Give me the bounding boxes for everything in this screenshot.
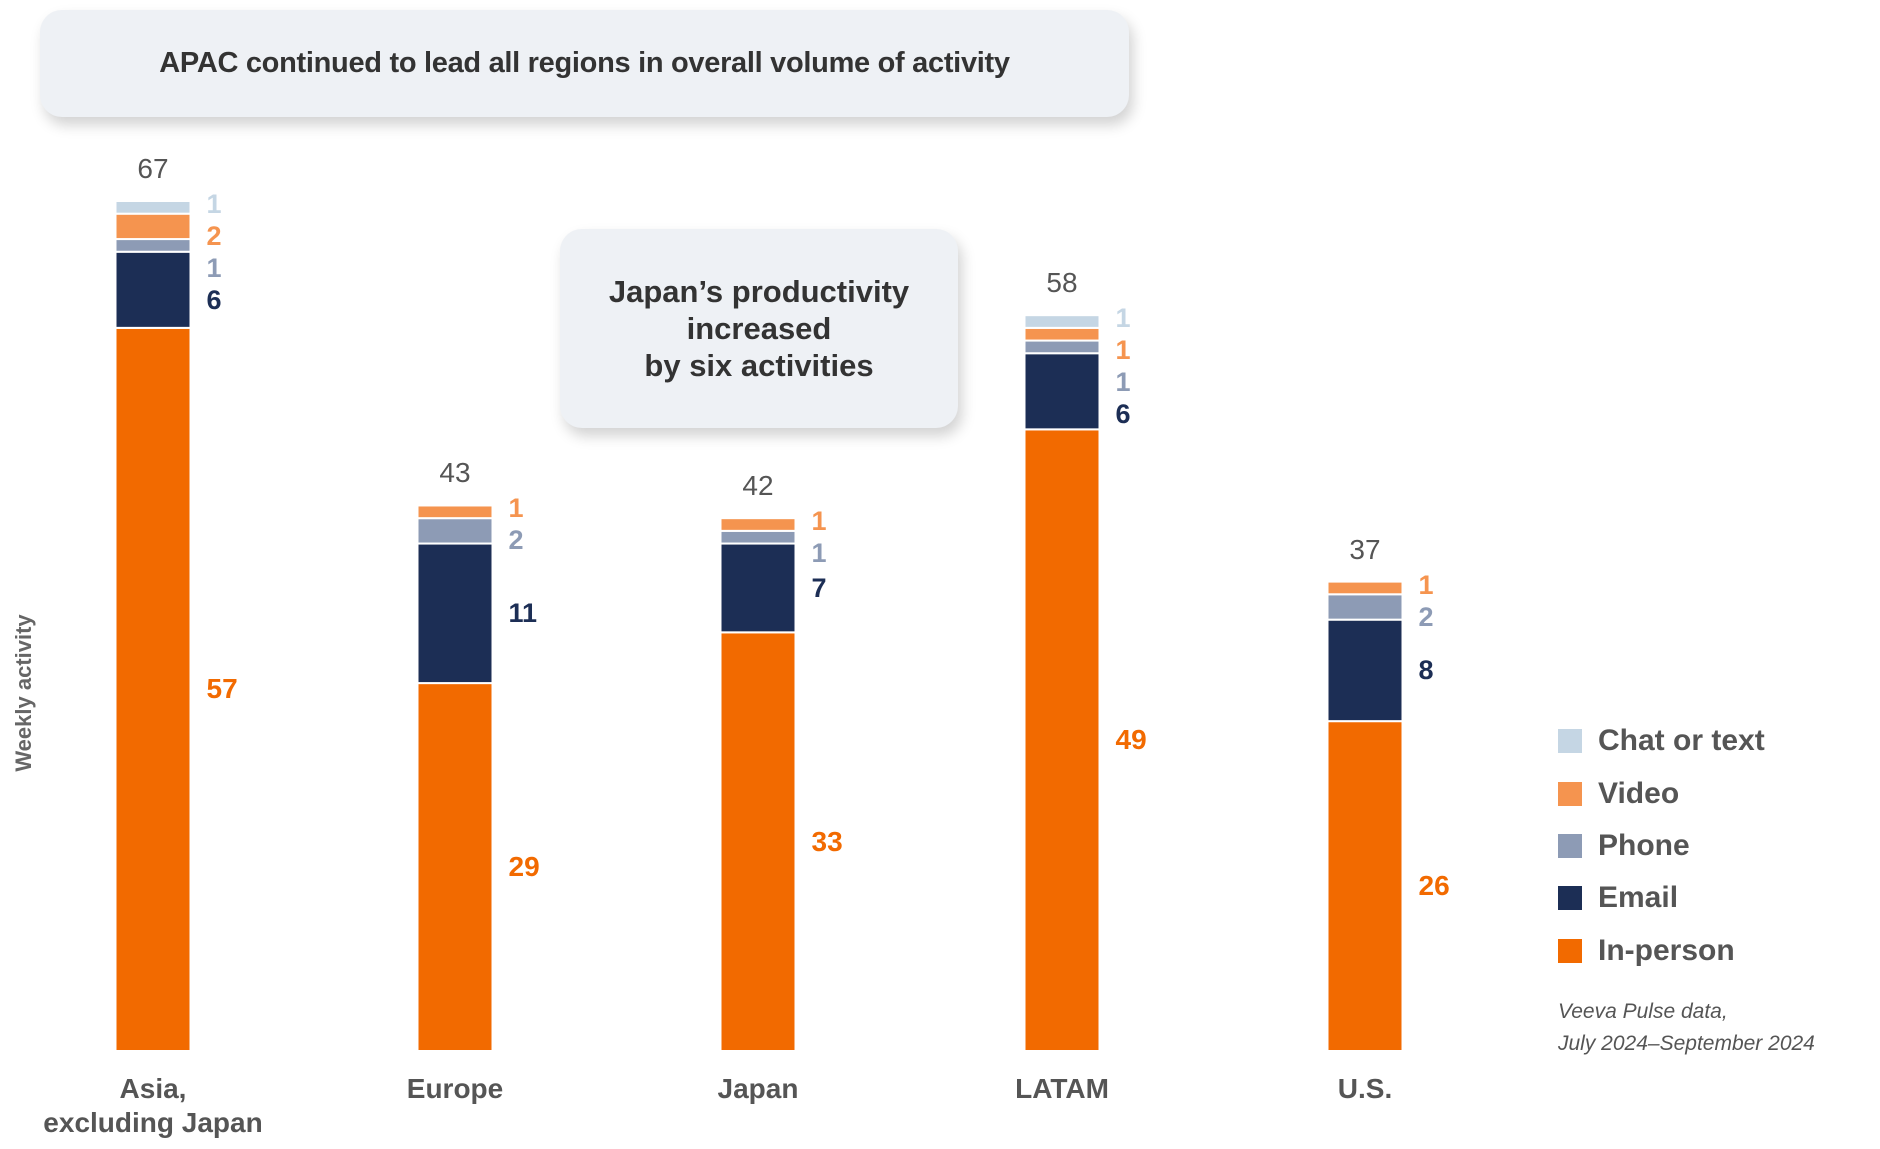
legend-label: Email xyxy=(1598,881,1679,914)
bar-segment xyxy=(1023,428,1101,1052)
x-tick-label: Asia, excluding Japan xyxy=(43,1073,263,1138)
value-label: 6 xyxy=(206,284,222,315)
value-label: 7 xyxy=(811,572,827,603)
total-label: 67 xyxy=(137,153,169,185)
value-label: 57 xyxy=(206,673,238,705)
annotation-box xyxy=(560,229,958,428)
bar-segment xyxy=(416,504,494,520)
bar-segment xyxy=(114,200,192,215)
bar-segment xyxy=(1326,580,1404,596)
bar-segment xyxy=(114,326,192,1052)
bar-segment xyxy=(114,212,192,241)
x-tick-label: LATAM xyxy=(1015,1073,1109,1104)
value-label: 49 xyxy=(1115,724,1147,756)
value-label: 2 xyxy=(1418,601,1434,632)
value-label: 26 xyxy=(1418,870,1450,902)
bar-segment xyxy=(1023,314,1101,329)
bar-segment xyxy=(719,529,797,545)
legend-label: In-person xyxy=(1598,934,1735,967)
bar-segment xyxy=(719,542,797,634)
value-label: 1 xyxy=(1115,334,1131,365)
value-label: 1 xyxy=(811,505,827,536)
value-label: 29 xyxy=(508,851,540,883)
bar-segment xyxy=(719,517,797,532)
value-label: 2 xyxy=(206,220,222,251)
annotation: Japan’s productivity increased by six ac… xyxy=(608,273,910,384)
legend-label: Chat or text xyxy=(1598,724,1765,757)
value-label: 2 xyxy=(508,525,524,556)
bar-segment xyxy=(719,631,797,1052)
value-label: 6 xyxy=(1115,398,1131,429)
bar-segment xyxy=(1023,339,1101,355)
legend-swatch xyxy=(1558,729,1582,753)
x-tick-label: Japan xyxy=(717,1073,799,1104)
value-label: 33 xyxy=(811,825,843,857)
value-label: 1 xyxy=(811,537,827,568)
legend-swatch xyxy=(1558,834,1582,858)
bar-segment xyxy=(1023,326,1101,342)
source-note: Veeva Pulse data, July 2024–September 20… xyxy=(1558,1000,1815,1055)
value-label: 1 xyxy=(1115,302,1131,333)
bar-segment xyxy=(416,682,494,1052)
title-box xyxy=(40,10,1129,117)
bar-segment xyxy=(1023,352,1101,431)
legend-swatch xyxy=(1558,939,1582,963)
legend-swatch xyxy=(1558,782,1582,806)
value-label: 1 xyxy=(206,188,222,219)
bar-segment xyxy=(1326,593,1404,621)
total-label: 42 xyxy=(742,470,774,502)
legend-label: Video xyxy=(1598,777,1680,810)
value-label: 1 xyxy=(1418,569,1434,600)
bar-segment xyxy=(1326,720,1404,1052)
value-label: 11 xyxy=(508,598,538,629)
value-label: 8 xyxy=(1418,655,1434,686)
bar-segment xyxy=(416,517,494,545)
value-label: 1 xyxy=(508,493,524,524)
legend-label: Phone xyxy=(1598,829,1690,862)
total-label: 43 xyxy=(439,457,471,489)
legend-swatch xyxy=(1558,886,1582,910)
bar-segment xyxy=(1326,618,1404,723)
bar-segment xyxy=(416,542,494,685)
bar-segment xyxy=(114,238,192,253)
chart-title: APAC continued to lead all regions in ov… xyxy=(159,47,1010,80)
total-label: 58 xyxy=(1046,267,1078,299)
bar-segment xyxy=(114,250,192,329)
x-tick-label: U.S. xyxy=(1337,1073,1393,1104)
value-label: 1 xyxy=(206,252,222,283)
x-tick-label: Europe xyxy=(406,1073,504,1104)
total-label: 37 xyxy=(1349,533,1381,565)
value-label: 1 xyxy=(1115,366,1131,397)
y-axis-label: Weekly activity xyxy=(10,614,36,772)
